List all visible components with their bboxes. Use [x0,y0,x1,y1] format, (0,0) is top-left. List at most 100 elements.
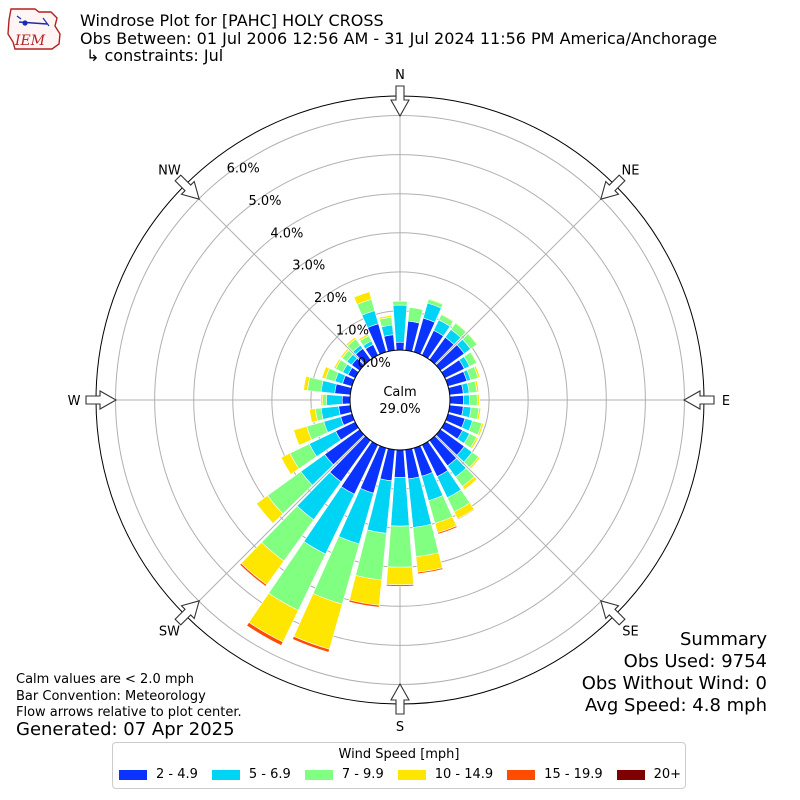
calm-value: 29.0% [379,402,420,417]
bar-segment [390,476,410,527]
bar-segment [387,525,413,568]
constraints: ↳ constraints: Jul [86,46,224,65]
generated-date: Generated: 07 Apr 2025 [16,719,235,740]
bar-segment [338,404,352,416]
bar-segment [412,523,439,557]
legend-swatch [211,769,240,780]
summary-obs-without-wind: Obs Without Wind: 0 [581,673,767,694]
flow-arrow-icon [682,390,715,410]
compass-label: S [396,720,404,735]
bar-segment [394,449,406,478]
compass-labels: N NE E SE S SW W NW [68,68,731,735]
legend-item: 10 - 14.9 [397,767,493,782]
legend-label: 2 - 4.9 [156,767,198,782]
flow-arrow-icon [390,682,410,715]
compass-label: E [722,394,730,409]
grid-spoke [184,435,365,616]
flow-arrows [85,85,715,715]
bar-segment [322,394,328,406]
bar-segment [457,508,476,521]
calm-label: Calm [383,385,416,400]
legend-items: 2 - 4.9 5 - 6.9 7 - 9.9 10 - 14.9 15 - 19.9 2… [119,767,695,782]
legend-label: 5 - 6.9 [248,767,291,782]
windrose-bars [239,291,485,653]
bar-segment [455,321,468,333]
bar-segment [395,341,405,351]
bar-segment [309,408,318,423]
legend-item: 20+ [616,767,682,782]
bar-segment [463,394,470,406]
bar-segment [349,575,383,606]
radial-ticks: 0.0% 1.0% 2.0% 3.0% 4.0% 5.0% 6.0% [227,161,391,370]
bar-segment [476,393,480,407]
legend-title: Wind Speed [mph] [338,747,460,762]
compass-label: NW [158,163,181,178]
chart-title: Windrose Plot for [PAHC] HOLY CROSS [80,11,384,30]
bar-segment [303,375,311,391]
bar-segment [293,426,313,446]
flow-arrow-icon [174,174,200,200]
bar-segment [449,395,464,405]
arrow-shape [600,600,626,626]
radial-tick-label: 6.0% [227,161,260,176]
bar-segment [428,298,444,305]
summary-title: Summary [680,629,767,650]
bar-segment [321,366,330,380]
bar-segment [469,456,481,470]
bar-segment [345,336,357,347]
bar-convention: Bar Convention: Meteorology [16,689,206,704]
bar-segment [292,635,330,653]
arrow-shape [174,600,200,626]
bar-segment [378,314,392,320]
flow-arrow-icon [174,600,200,626]
arrow-shape [600,174,626,200]
bar-segment [407,307,424,324]
logo-text: IEM [14,33,46,49]
legend-swatch [119,769,147,780]
iem-logo: IEM [7,8,61,50]
bar-segment [333,358,342,370]
arrow-shape [682,390,715,410]
legend-item: 5 - 6.9 [211,767,291,782]
legend-swatch [304,769,333,780]
bar-segment [440,313,455,322]
bar-segment [469,394,478,406]
bar-segment [280,452,300,475]
radial-tick-label: 2.0% [314,291,347,306]
bar-segment [326,394,343,406]
legend-label: 20+ [653,767,682,782]
compass-label: W [68,394,81,409]
grid-spoke [184,184,365,365]
legend-swatch [507,769,536,780]
arrow-shape [85,390,118,410]
arrow-shape [390,85,410,118]
grid-spoke [435,435,616,616]
summary-avg-speed: Avg Speed: 4.8 mph [585,695,767,716]
radial-tick-label: 4.0% [270,226,303,241]
bar-segment [358,333,370,342]
summary-obs-used: Obs Used: 9754 [623,651,767,672]
bar-segment [476,407,482,421]
flow-arrow-icon [600,600,626,626]
legend-item: 7 - 9.9 [304,767,384,782]
bar-segment [246,621,284,646]
calm-definition: Calm values are < 2.0 mph [16,672,195,687]
bar-segment [320,380,337,394]
flow-arrow-icon [600,174,626,200]
bar-segment [392,304,408,343]
bar-segment [477,422,485,437]
bar-segment [239,562,268,587]
compass-label: NE [622,163,640,178]
bar-segment [320,393,324,407]
bar-segment [348,599,380,608]
radial-tick-label: 0.0% [358,356,391,371]
compass-label: N [395,68,405,83]
bar-segment [437,525,458,535]
obs-between: Obs Between: 01 Jul 2006 12:56 AM - 31 J… [80,29,718,48]
compass-label: SE [622,625,638,640]
bar-segment [448,404,464,416]
legend-label: 15 - 19.9 [544,767,603,782]
legend-swatch [616,769,645,780]
bar-segment [473,365,481,379]
